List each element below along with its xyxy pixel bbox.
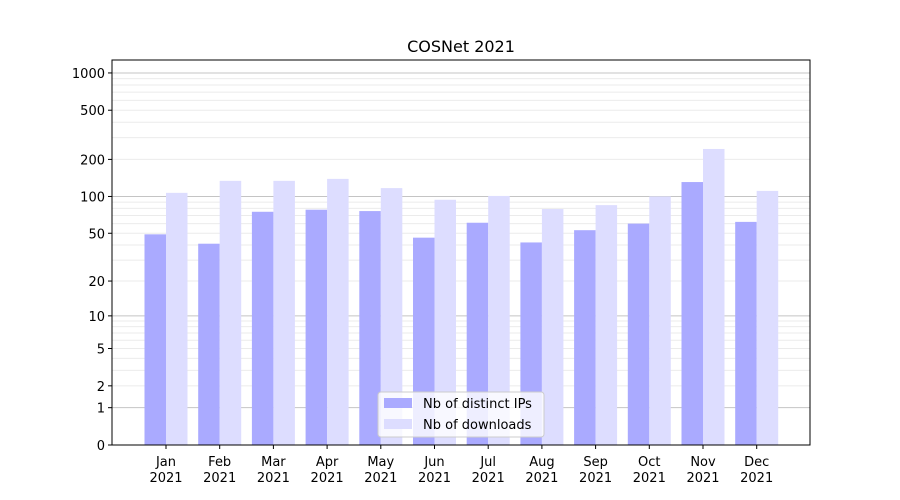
plot-frame	[111, 59, 811, 446]
x-tick-label: Aug 2021	[525, 455, 558, 486]
bar-distinct-ips	[627, 223, 650, 445]
bar-downloads	[756, 190, 779, 445]
bar-distinct-ips	[251, 211, 274, 445]
y-tick-label: 50	[88, 227, 105, 242]
bar-distinct-ips	[574, 230, 596, 445]
bar-distinct-ips	[681, 182, 703, 445]
x-tick-label: Jul 2021	[472, 455, 505, 486]
x-tick-label: Feb 2021	[203, 455, 236, 486]
x-tick-label: May 2021	[364, 455, 397, 486]
y-tick-label: 500	[80, 104, 105, 119]
y-tick-label: 1	[97, 402, 105, 417]
bar-downloads	[541, 209, 564, 445]
bar-downloads	[273, 180, 295, 445]
y-tick-label: 20	[88, 275, 105, 290]
y-tick-label: 100	[80, 190, 105, 205]
legend-swatch-ips	[384, 398, 412, 408]
legend-swatch-downloads	[384, 419, 412, 429]
bar-distinct-ips	[144, 234, 166, 445]
x-tick-label: Jan 2021	[149, 455, 182, 486]
bar-distinct-ips	[305, 209, 328, 445]
y-tick-label: 5	[97, 343, 105, 358]
x-tick-label: Jun 2021	[418, 455, 451, 486]
bar-distinct-ips	[359, 211, 381, 445]
bar-distinct-ips	[198, 243, 220, 445]
bar-downloads	[166, 192, 188, 445]
bar-downloads	[434, 199, 456, 445]
x-tick-label: Dec 2021	[740, 455, 773, 486]
x-tick-label: Oct 2021	[633, 455, 666, 486]
y-tick-label: 200	[80, 153, 105, 168]
y-tick-label: 1000	[72, 67, 105, 82]
chart-title: COSNet 2021	[407, 37, 515, 56]
x-tick-label: Mar 2021	[257, 455, 290, 486]
y-tick-label: 0	[97, 439, 105, 454]
bar-distinct-ips	[735, 221, 757, 445]
bar-distinct-ips	[466, 222, 489, 445]
bar-downloads	[488, 195, 510, 445]
y-tick-label: 10	[88, 310, 105, 325]
x-tick-label: Nov 2021	[686, 455, 719, 486]
bar-downloads	[649, 196, 671, 445]
bar-downloads	[327, 178, 349, 445]
legend-label-downloads: Nb of downloads	[423, 418, 532, 433]
y-tick-label: 2	[97, 380, 105, 395]
bar-downloads	[703, 148, 725, 445]
bar-downloads	[380, 188, 403, 446]
x-tick-label: Apr 2021	[311, 455, 344, 486]
bar-downloads	[219, 180, 242, 445]
legend: Nb of distinct IPs Nb of downloads	[377, 391, 545, 438]
bar-downloads	[595, 205, 618, 445]
legend-label-ips: Nb of distinct IPs	[423, 397, 532, 412]
x-tick-label: Sep 2021	[579, 455, 612, 486]
